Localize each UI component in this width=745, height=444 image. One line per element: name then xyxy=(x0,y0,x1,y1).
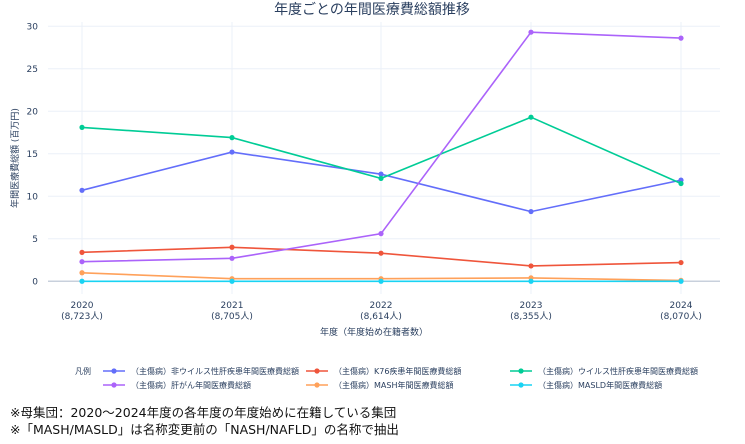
x-tick-sublabel: (8,705人) xyxy=(211,311,253,322)
legend-label: （主傷病）ウイルス性肝疾患年間医療費総額 xyxy=(538,366,698,376)
y-tick-label: 15 xyxy=(27,150,38,160)
data-point xyxy=(79,259,85,265)
legend-swatch-marker xyxy=(518,368,524,374)
footnote-naming: ※「MASH/MASLD」は名称変更前の「NASH/NAFLD」の名称で抽出 xyxy=(10,422,399,437)
x-axis-title: 年度（年度始め在籍者数） xyxy=(320,326,428,338)
legend-label: （主傷病）非ウイルス性肝疾患年間医療費総額 xyxy=(131,366,299,376)
chart-title: 年度ごとの年間医療費総額推移 xyxy=(274,1,470,18)
y-tick-label: 10 xyxy=(27,192,39,202)
x-tick-label: 2020 xyxy=(71,301,94,311)
data-point xyxy=(229,255,235,261)
grid xyxy=(48,22,720,294)
legend-swatch-marker xyxy=(111,368,117,374)
legend-label: （主傷病）MASH年間医療費総額 xyxy=(334,380,453,390)
data-point xyxy=(678,35,684,41)
x-tick-label: 2022 xyxy=(370,301,393,311)
legend-label: （主傷病）肝がん年間医療費総額 xyxy=(131,380,251,390)
data-point xyxy=(79,270,85,276)
data-point xyxy=(678,259,684,266)
legend-swatch-marker xyxy=(314,382,320,388)
y-axis-ticks: 0 5 10 15 20 25 30 xyxy=(27,22,39,287)
legend-swatch-marker xyxy=(111,382,117,388)
x-tick-label: 2023 xyxy=(520,301,543,311)
data-point xyxy=(229,135,235,141)
data-point xyxy=(678,278,684,284)
data-point xyxy=(378,250,384,256)
x-tick-sublabel: (8,614人) xyxy=(360,311,402,322)
data-point xyxy=(378,278,384,284)
legend-title: 凡例 xyxy=(75,366,91,376)
y-tick-label: 20 xyxy=(27,107,39,117)
y-tick-label: 30 xyxy=(27,22,39,32)
legend-label: （主傷病）MASLD年間医療費総額 xyxy=(538,380,662,390)
y-axis-title: 年間医療費総額 (百万円) xyxy=(9,108,21,208)
line-chart: 年度ごとの年間医療費総額推移 0 5 10 15 20 25 30 2020(8,723人)… xyxy=(9,1,720,390)
data-point xyxy=(378,231,384,237)
legend-swatch-marker xyxy=(518,382,524,388)
x-tick-label: 2024 xyxy=(670,301,693,311)
x-axis-ticks: 2020(8,723人) 2021(8,705人) 2022(8,614人) 2023… xyxy=(61,301,702,322)
data-point xyxy=(528,29,534,35)
data-point xyxy=(528,263,534,269)
y-tick-label: 0 xyxy=(32,277,38,287)
data-point xyxy=(229,149,235,155)
data-point xyxy=(678,180,684,187)
footnotes: ※母集団：2020～2024年度の各年度の年度始めに在籍している集団 ※「MAS… xyxy=(10,404,399,438)
series-points xyxy=(79,29,684,284)
data-point xyxy=(528,278,534,284)
data-point xyxy=(229,244,235,250)
data-point xyxy=(378,175,384,181)
legend-label: （主傷病）K76疾患年間医療費総額 xyxy=(334,366,461,376)
data-point xyxy=(79,249,85,255)
data-point xyxy=(378,171,384,177)
data-point xyxy=(79,187,85,193)
legend-swatch-marker xyxy=(314,368,320,374)
footnote-population: ※母集団：2020～2024年度の各年度の年度始めに在籍している集団 xyxy=(10,405,397,420)
y-tick-label: 25 xyxy=(27,65,38,75)
x-tick-sublabel: (8,355人) xyxy=(510,311,552,322)
legend: （主傷病）非ウイルス性肝疾患年間医療費総額 （主傷病）K76疾患年間医療費総額 （主… xyxy=(103,366,698,390)
x-tick-label: 2021 xyxy=(221,301,244,311)
x-tick-sublabel: (8,070人) xyxy=(660,311,702,322)
y-tick-label: 5 xyxy=(32,235,38,245)
data-point xyxy=(79,124,85,130)
data-point xyxy=(528,114,534,120)
data-point xyxy=(528,208,534,215)
data-point xyxy=(229,278,235,284)
plot-area xyxy=(48,22,720,294)
data-point xyxy=(79,278,85,284)
x-tick-sublabel: (8,723人) xyxy=(61,311,103,322)
